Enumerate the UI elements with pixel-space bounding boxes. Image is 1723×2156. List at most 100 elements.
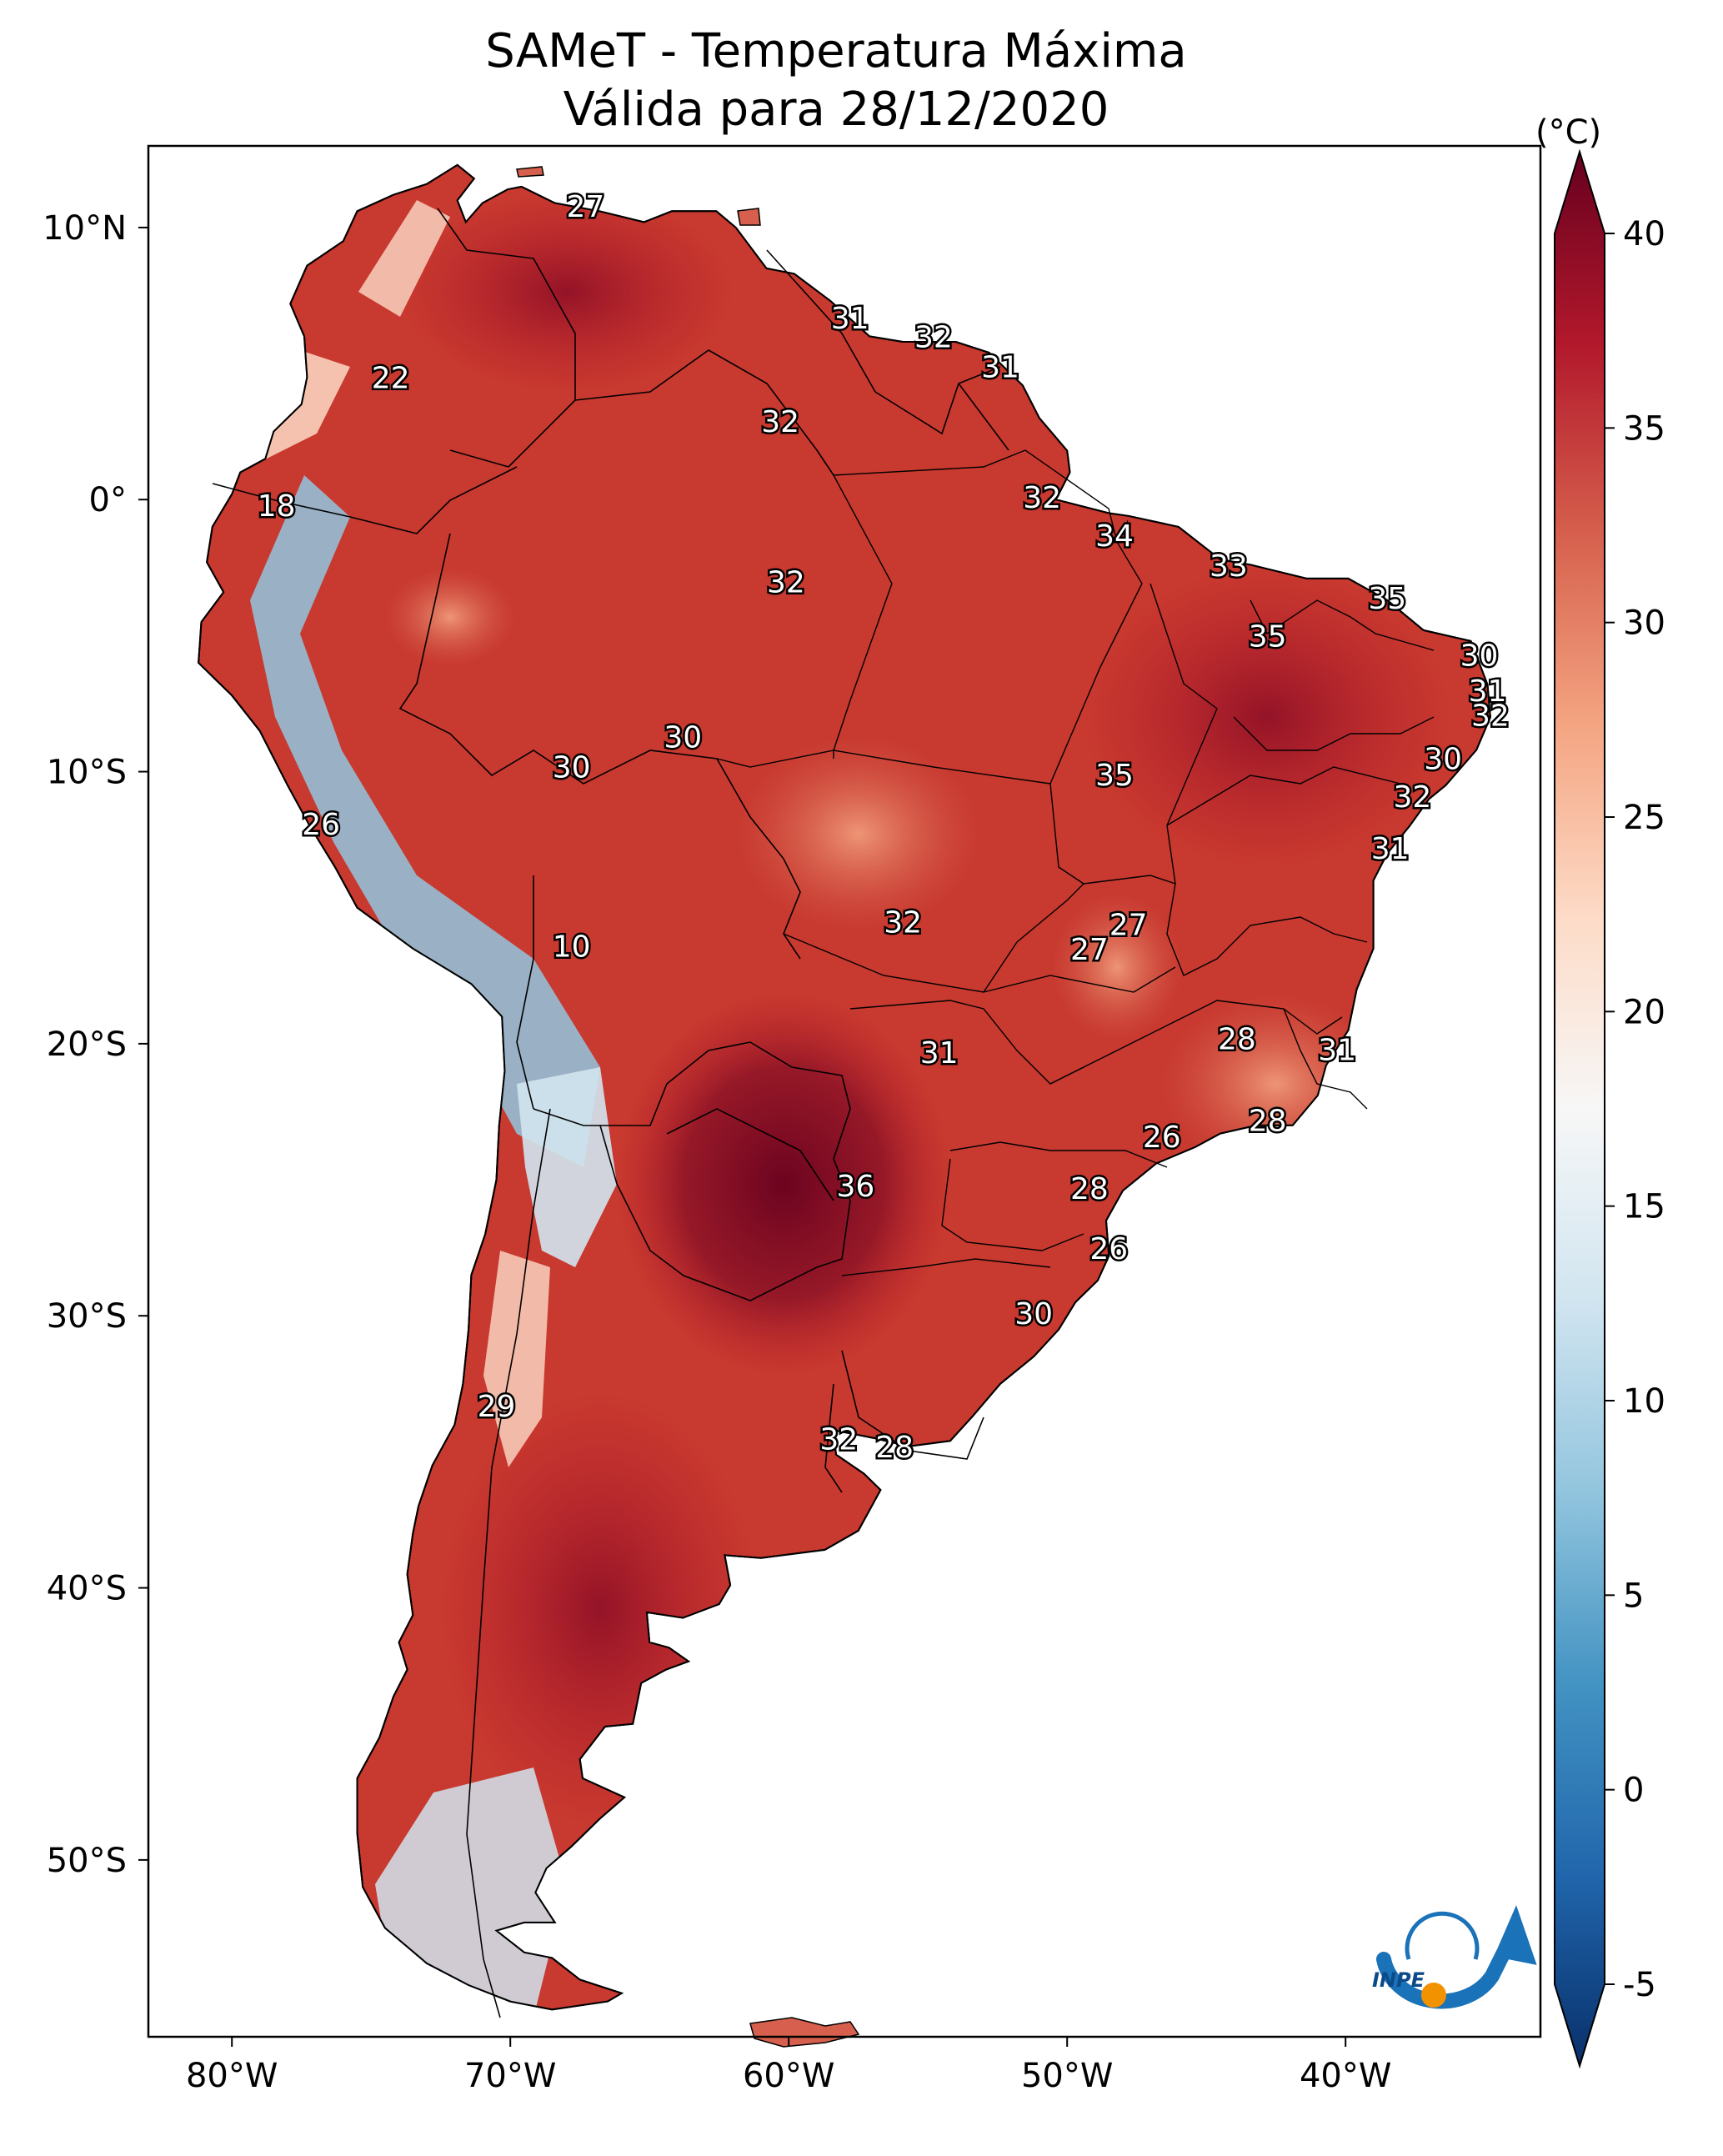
station-temperature-label: 36 bbox=[836, 1170, 874, 1204]
state-borders bbox=[716, 449, 1435, 1276]
station-temperature-label: 32 bbox=[819, 1422, 858, 1457]
lon-tick-label: 40°W bbox=[1300, 2057, 1391, 2095]
lon-tick-label: 80°W bbox=[186, 2057, 278, 2095]
station-temperature-label: 35 bbox=[1368, 582, 1406, 616]
longitude-ticks: 80°W 70°W 60°W 50°W 40°W bbox=[186, 2037, 1391, 2095]
logo-sun-icon bbox=[1421, 1983, 1446, 2008]
hot-northeast-brazil bbox=[1084, 567, 1450, 867]
lat-tick-label: 30°S bbox=[47, 1297, 127, 1336]
station-temperature-label: 31 bbox=[831, 302, 869, 336]
border-bahia-minas bbox=[1166, 883, 1368, 976]
border-amazonas-mato-grosso bbox=[716, 750, 1051, 785]
border-chile-argentina bbox=[466, 1108, 551, 2018]
warm-peru-amazon bbox=[383, 567, 517, 667]
border-para-east bbox=[833, 449, 1143, 785]
colorbar-gradient bbox=[1554, 148, 1605, 2069]
station-temperature-label: 32 bbox=[1471, 699, 1510, 733]
border-bolivia-south bbox=[533, 1041, 751, 1126]
border-guyana bbox=[766, 249, 876, 393]
border-uruguay-argentina bbox=[824, 1383, 843, 1493]
lon-tick-label: 50°W bbox=[1021, 2057, 1113, 2095]
station-temperature-label: 29 bbox=[478, 1390, 516, 1424]
colorbar-tick-label: 5 bbox=[1623, 1577, 1644, 1615]
border-suriname bbox=[874, 366, 1001, 435]
lat-tick-label: 10°S bbox=[47, 754, 127, 792]
border-parana-santa-catarina bbox=[941, 1158, 1084, 1251]
station-temperature-label: 31 bbox=[1469, 674, 1507, 709]
colorbar-tick-label: 15 bbox=[1623, 1188, 1665, 1226]
station-temperature-label: 35 bbox=[1095, 759, 1134, 793]
cool-colombia-andes bbox=[358, 200, 450, 317]
colorbar-tick-label: 30 bbox=[1623, 604, 1665, 643]
colorbar-tick-label: 20 bbox=[1623, 993, 1665, 1031]
logo-text: INPE bbox=[1372, 1968, 1425, 1992]
cold-altiplano bbox=[517, 1067, 617, 1267]
station-temperature-label: 34 bbox=[1095, 519, 1134, 554]
colorbar: (°C) 40 35 30 25 20 15 10 5 0 -5 bbox=[1535, 113, 1665, 2069]
station-temperature-label: 33 bbox=[1210, 549, 1248, 584]
warm-goias bbox=[1050, 892, 1184, 1042]
station-temperature-label: 32 bbox=[1393, 780, 1431, 815]
falkland-islands bbox=[749, 2017, 860, 2048]
station-temperature-label: 28 bbox=[1249, 1105, 1287, 1139]
island-trinidad bbox=[737, 208, 761, 226]
station-temperature-label: 26 bbox=[1089, 1232, 1128, 1266]
border-peru-brazil-bolivia bbox=[398, 533, 801, 960]
island-aruba bbox=[516, 166, 544, 178]
station-temperature-label: 31 bbox=[1318, 1034, 1356, 1068]
cool-chile-north bbox=[483, 1251, 550, 1467]
lon-tick-label: 60°W bbox=[743, 2057, 834, 2095]
hot-core-chaco bbox=[617, 992, 950, 1376]
border-minas-sao-paulo bbox=[1049, 1000, 1343, 1085]
station-temperature-label: 22 bbox=[372, 362, 410, 396]
colorbar-tick-label: 25 bbox=[1623, 799, 1665, 837]
station-temperature-label: 32 bbox=[914, 321, 953, 355]
lat-tick-label: 10°N bbox=[43, 209, 127, 248]
station-temperature-label: 30 bbox=[1460, 639, 1499, 674]
lat-tick-label: 40°S bbox=[47, 1570, 127, 1608]
station-temperature-label: 30 bbox=[664, 720, 702, 755]
cold-andes-peru bbox=[250, 475, 600, 1167]
border-sao-paulo-parana bbox=[949, 1141, 1168, 1168]
inpe-logo: INPE bbox=[1372, 1905, 1537, 2009]
border-goias bbox=[983, 966, 1176, 993]
station-temperature-label: 26 bbox=[1143, 1121, 1181, 1155]
border-pernambuco bbox=[1233, 716, 1435, 751]
border-uruguay-brazil bbox=[841, 1350, 984, 1460]
station-temperature-label: 26 bbox=[302, 808, 340, 842]
border-mato-grosso-south bbox=[783, 883, 1084, 993]
colorbar-ticks: 40 35 30 25 20 15 10 5 0 -5 bbox=[1605, 215, 1665, 2004]
border-colombia-venezuela bbox=[437, 208, 576, 468]
border-brazil-north bbox=[574, 349, 834, 476]
country-borders bbox=[212, 208, 1009, 2018]
map-title-line2: Válida para 28/12/2020 bbox=[563, 83, 1109, 137]
border-santa-catarina-rs bbox=[841, 1258, 1051, 1276]
station-temperature-label: 27 bbox=[1070, 933, 1109, 967]
colorbar-tick-label: -5 bbox=[1623, 1966, 1656, 2004]
border-bahia-north bbox=[1166, 766, 1401, 826]
station-temperature-label: 35 bbox=[1249, 620, 1287, 654]
station-temperature-label: 30 bbox=[1014, 1297, 1053, 1331]
map-title-line1: SAMeT - Temperatura Máxima bbox=[485, 24, 1187, 78]
colorbar-tick-label: 35 bbox=[1623, 409, 1665, 448]
station-temperature-label: 28 bbox=[1218, 1023, 1256, 1057]
border-argentina-paraguay bbox=[599, 1125, 818, 1301]
station-temperature-label: 10 bbox=[553, 930, 591, 965]
map-frame bbox=[147, 144, 1542, 2038]
hot-venezuela bbox=[400, 192, 734, 392]
lat-tick-label: 50°S bbox=[47, 1842, 127, 1880]
border-paraguay-brazil bbox=[749, 1041, 851, 1268]
border-ceara bbox=[1250, 599, 1435, 651]
coastline bbox=[198, 163, 1491, 2011]
station-temperature-label: 32 bbox=[1023, 481, 1061, 515]
station-temperature-label: 32 bbox=[761, 405, 799, 439]
station-temperature-label: 28 bbox=[1070, 1172, 1109, 1206]
border-french-guiana bbox=[958, 383, 1009, 451]
lon-tick-label: 70°W bbox=[464, 2057, 556, 2095]
latitude-ticks: 10°N 0° 10°S 20°S 30°S 40°S 50°S bbox=[43, 209, 148, 1880]
warm-central-brazil bbox=[734, 734, 984, 934]
station-temperature-label: 18 bbox=[258, 489, 296, 524]
logo-orbit-icon bbox=[1405, 1911, 1480, 1960]
station-temperature-label: 30 bbox=[1424, 743, 1462, 777]
station-temperature-label: 32 bbox=[884, 905, 922, 940]
